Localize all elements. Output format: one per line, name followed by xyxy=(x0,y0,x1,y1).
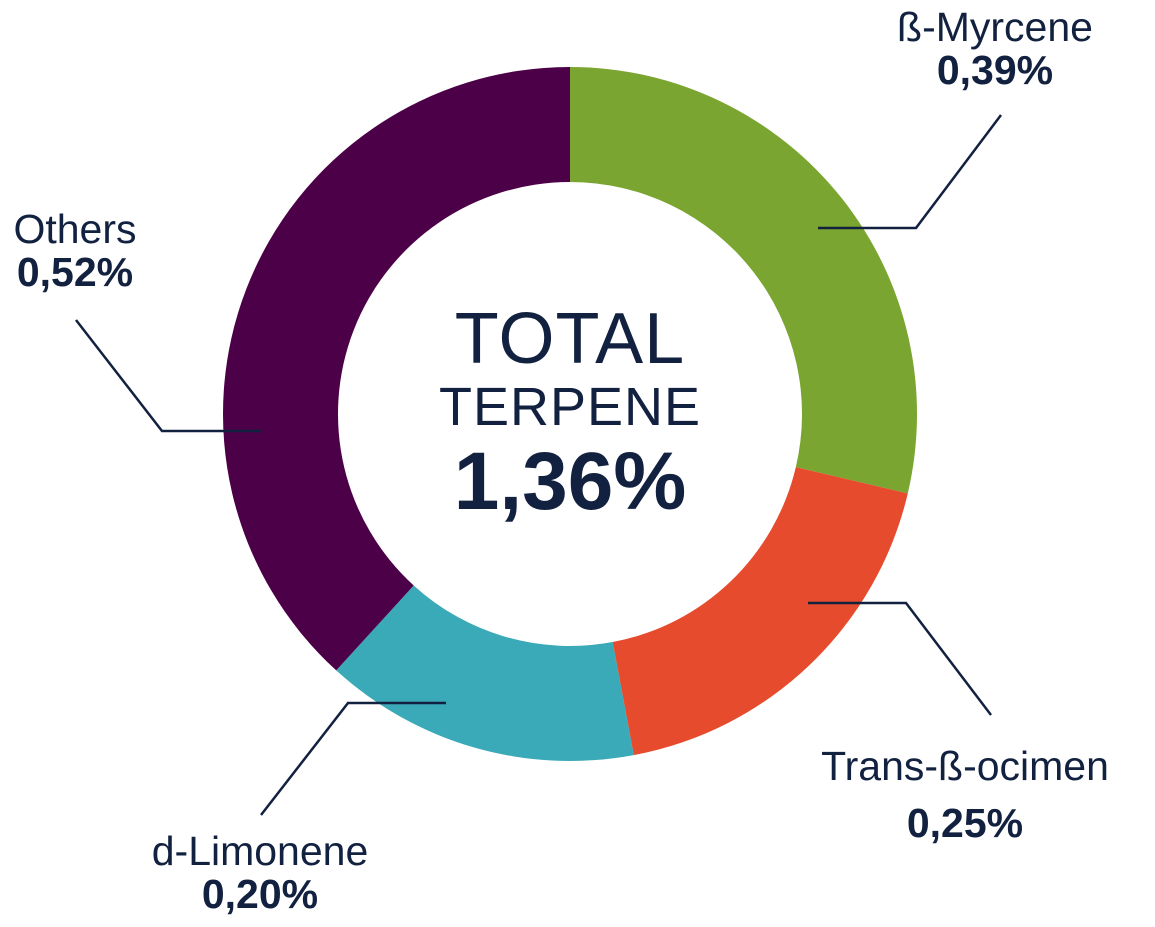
label-others: Others 0,52% xyxy=(0,206,150,296)
leader-line-2 xyxy=(808,601,992,716)
slice-value-label: 0,52% xyxy=(16,249,134,296)
slice-value-label: 0,25% xyxy=(906,800,1024,847)
donut-slice-2 xyxy=(612,467,908,756)
donut-slice-4 xyxy=(222,66,570,671)
label-limonene: d-Limonene 0,20% xyxy=(110,828,410,918)
slice-label: Trans-ß-ocimen xyxy=(821,743,1109,789)
slice-value-label: 0,20% xyxy=(201,871,319,918)
center-subtitle: TERPENE xyxy=(438,377,702,437)
label-trans-ocimen: Trans-ß-ocimen 0,25% xyxy=(780,743,1150,847)
slices-group xyxy=(222,66,917,761)
slice-label: Others xyxy=(13,206,137,252)
slice-label: ß-Myrcene xyxy=(897,4,1093,50)
center-title: TOTAL xyxy=(454,299,686,379)
slice-value-label: 0,39% xyxy=(936,47,1054,94)
leader-line-3 xyxy=(260,701,446,816)
leader-line-4 xyxy=(75,319,262,433)
center-summary: TOTAL TERPENE 1,36% xyxy=(400,300,740,526)
donut-slice-3 xyxy=(336,585,634,761)
center-total-value: 1,36% xyxy=(453,436,687,527)
slice-label: d-Limonene xyxy=(151,828,369,874)
leader-lines xyxy=(75,114,1002,816)
leader-line-1 xyxy=(818,114,1002,230)
donut-slice-1 xyxy=(570,67,917,494)
label-myrcene: ß-Myrcene 0,39% xyxy=(860,4,1130,94)
